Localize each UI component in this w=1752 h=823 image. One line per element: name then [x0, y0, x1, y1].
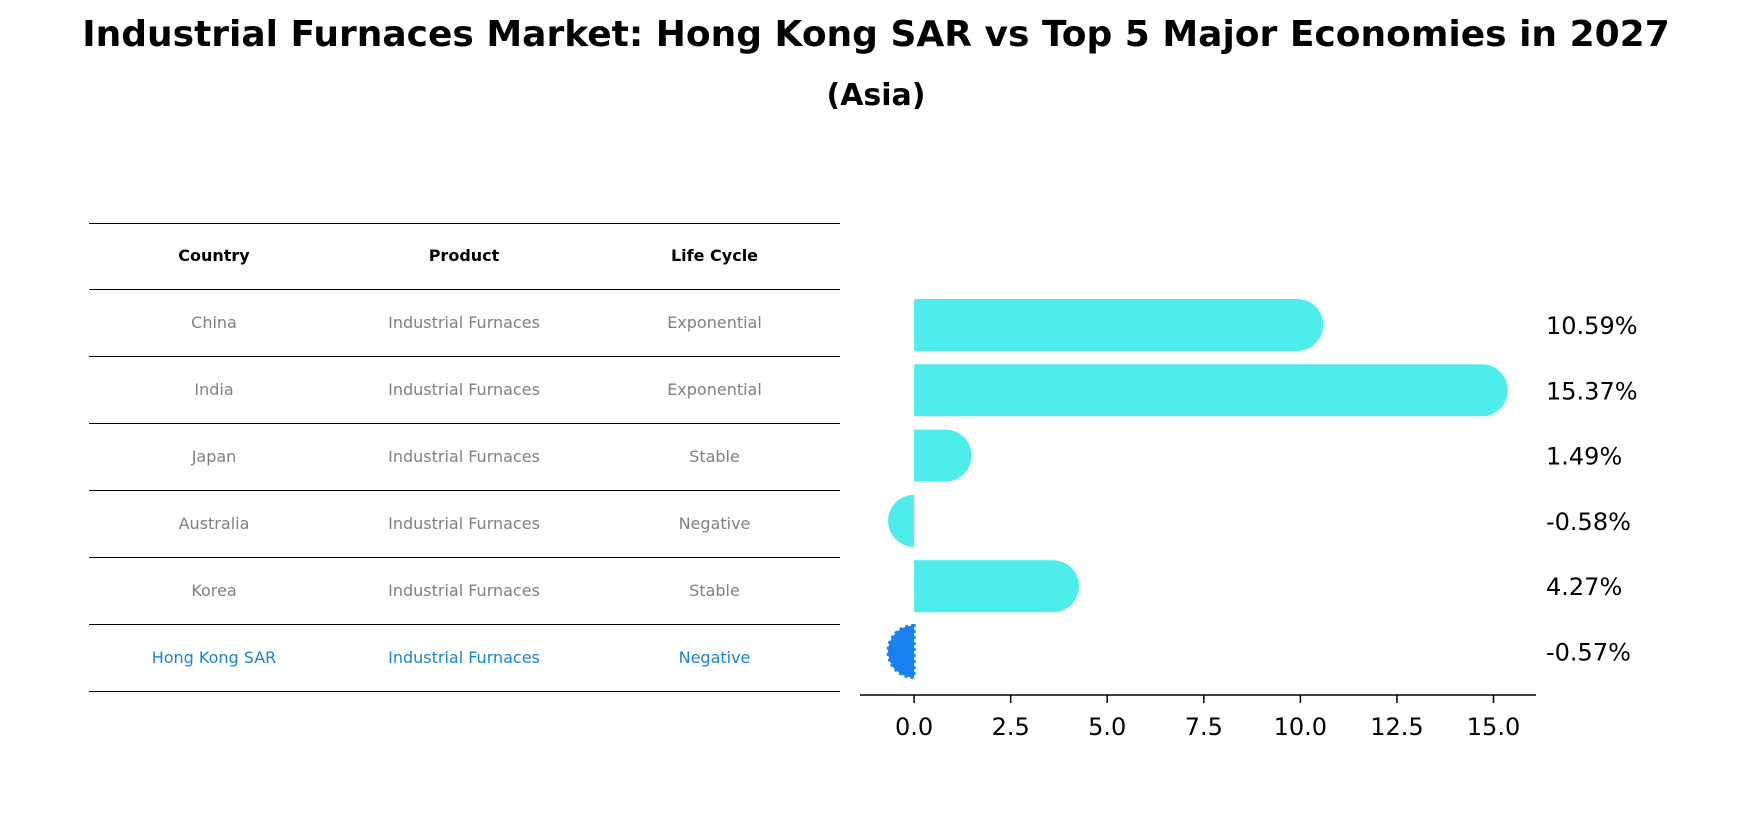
table-row-highlighted: Hong Kong SAR Industrial Furnaces Negati… — [89, 625, 840, 691]
bar — [888, 494, 915, 547]
table-rule — [89, 223, 840, 224]
table-header-row: Country Product Life Cycle — [89, 223, 840, 289]
x-axis-tick-label: 7.5 — [1185, 713, 1223, 741]
table-rule — [89, 356, 840, 357]
bar-value-label: 4.27% — [1546, 573, 1622, 601]
cell-life-cycle: Stable — [689, 581, 740, 600]
table-rule — [89, 691, 840, 692]
table-row: Japan Industrial Furnaces Stable — [89, 424, 840, 490]
cell-product: Industrial Furnaces — [388, 380, 540, 399]
bar — [914, 364, 1508, 417]
table-row: China Industrial Furnaces Exponential — [89, 290, 840, 356]
table-rule — [89, 289, 840, 290]
bar — [914, 560, 1080, 613]
cell-country: India — [194, 380, 234, 399]
cell-product: Industrial Furnaces — [388, 313, 540, 332]
cell-life-cycle: Negative — [678, 514, 751, 533]
header-country: Country — [178, 246, 250, 265]
cell-country: Japan — [191, 447, 237, 466]
table-rule — [89, 557, 840, 558]
cell-life-cycle: Stable — [689, 447, 740, 466]
table-row: Korea Industrial Furnaces Stable — [89, 558, 840, 624]
bar — [914, 299, 1324, 351]
bar-value-label: -0.57% — [1546, 639, 1631, 667]
x-axis-tick-label: 15.0 — [1467, 713, 1520, 741]
bar-value-label: 1.49% — [1546, 443, 1622, 471]
cell-country: Hong Kong SAR — [151, 648, 277, 667]
bar-value-label: -0.58% — [1546, 508, 1631, 536]
table-row: Australia Industrial Furnaces Negative — [89, 491, 840, 557]
table-row: India Industrial Furnaces Exponential — [89, 357, 840, 423]
cell-product: Industrial Furnaces — [388, 514, 540, 533]
cell-country: Korea — [191, 581, 237, 600]
x-axis-tick-label: 0.0 — [895, 713, 933, 741]
x-axis-tick-label: 5.0 — [1088, 713, 1126, 741]
chart-subtitle: (Asia) — [826, 78, 926, 113]
cell-life-cycle: Exponential — [667, 313, 762, 332]
x-axis-tick-label: 12.5 — [1370, 713, 1423, 741]
cell-product: Industrial Furnaces — [388, 581, 540, 600]
cell-life-cycle: Negative — [678, 648, 751, 667]
cell-product: Industrial Furnaces — [388, 648, 540, 667]
chart-title: Industrial Furnaces Market: Hong Kong SA… — [82, 14, 1670, 55]
header-product: Product — [428, 246, 500, 265]
cell-product: Industrial Furnaces — [388, 447, 540, 466]
x-axis-tick-label: 2.5 — [992, 713, 1030, 741]
bar — [914, 429, 972, 482]
bar-value-label: 10.59% — [1546, 312, 1638, 340]
cell-country: Australia — [178, 514, 250, 533]
cell-country: China — [191, 313, 237, 332]
header-life-cycle: Life Cycle — [670, 246, 759, 265]
bar-value-label: 15.37% — [1546, 377, 1638, 405]
bar-highlighted — [886, 623, 916, 680]
table-rule — [89, 490, 840, 491]
x-axis-tick-label: 10.0 — [1274, 713, 1327, 741]
cell-life-cycle: Exponential — [667, 380, 762, 399]
table-rule — [89, 624, 840, 625]
table-rule — [89, 423, 840, 424]
